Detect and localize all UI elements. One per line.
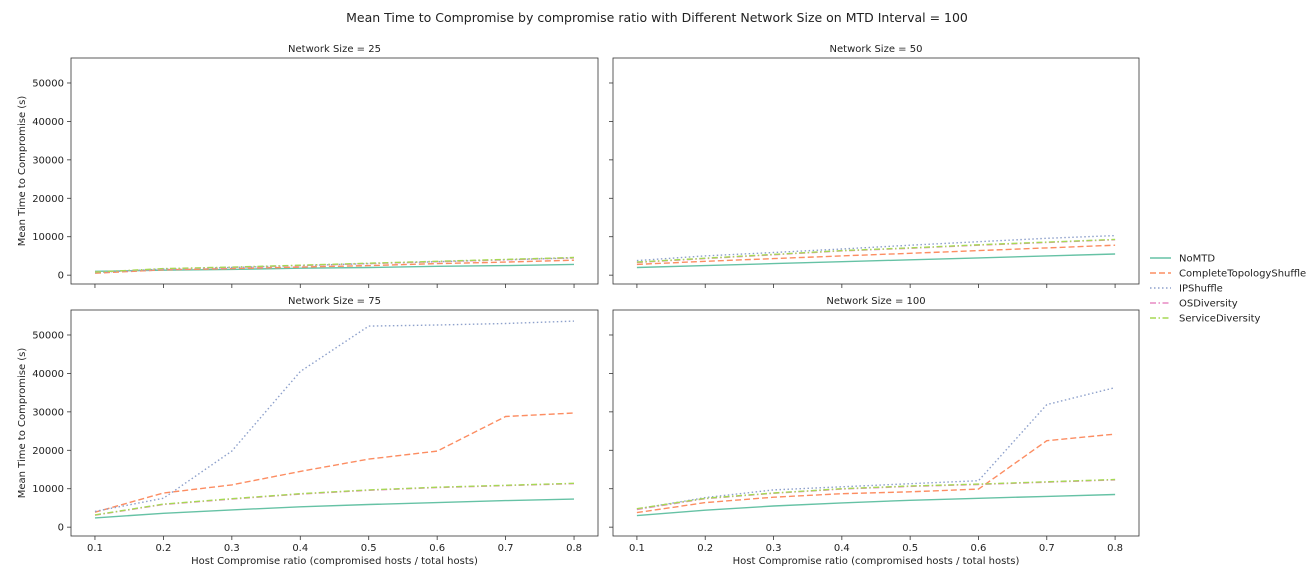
y-tick-label: 50000 bbox=[32, 78, 64, 89]
series-line-NoMTD bbox=[94, 263, 575, 272]
x-tick-label: 0.4 bbox=[292, 543, 308, 554]
legend-label: OSDiversity bbox=[1179, 299, 1238, 310]
series-line-CompleteTopologyShuffle bbox=[636, 244, 1116, 266]
panel-1: Network Size = 25 0 10000 20000 30000 40000 50… bbox=[17, 44, 599, 288]
y-tick-label: 40000 bbox=[32, 117, 64, 128]
x-tick-label: 0.8 bbox=[566, 543, 582, 554]
legend-label: CompleteTopologyShuffle bbox=[1179, 269, 1306, 280]
x-tick-label: 0.2 bbox=[697, 543, 713, 554]
x-tick-label: 0.5 bbox=[902, 543, 918, 554]
chart-panels: Network Size = 25 0 10000 20000 30000 40000 50… bbox=[17, 44, 1140, 567]
series-line-ServiceDiversity bbox=[636, 238, 1116, 263]
x-tick-label: 0.1 bbox=[87, 543, 103, 554]
chart-title: Mean Time to Compromise by compromise ra… bbox=[346, 10, 968, 25]
y-axis-label: Mean Time to Compromise (s) bbox=[17, 348, 28, 499]
y-tick-label: 0 bbox=[58, 523, 64, 534]
series-line-CompleteTopologyShuffle bbox=[636, 433, 1116, 514]
y-tick-label: 20000 bbox=[32, 194, 64, 205]
y-tick-label: 10000 bbox=[32, 484, 64, 495]
y-tick-label: 20000 bbox=[32, 446, 64, 457]
y-tick-label: 30000 bbox=[32, 155, 64, 166]
x-tick-label: 0.6 bbox=[971, 543, 987, 554]
x-tick-label: 0.8 bbox=[1107, 543, 1123, 554]
x-axis-label: Host Compromise ratio (compromised hosts… bbox=[733, 556, 1020, 567]
series-line-NoMTD bbox=[636, 493, 1116, 517]
series-line-OSDiversity bbox=[636, 479, 1116, 511]
panel-4: Network Size = 100 0.1 0.2 0.3 0.4 0.5 0.6 0.7 0… bbox=[609, 296, 1140, 567]
chart-legend: NoMTD CompleteTopologyShuffle IPShuffle OSD… bbox=[1150, 254, 1306, 325]
series-line-NoMTD bbox=[94, 498, 575, 519]
panel-2: Network Size = 50 bbox=[609, 44, 1140, 288]
x-tick-label: 0.4 bbox=[834, 543, 850, 554]
y-tick-label: 50000 bbox=[32, 330, 64, 341]
x-tick-label: 0.1 bbox=[629, 543, 645, 554]
panel-frame bbox=[612, 309, 1140, 537]
series-line-IPShuffle bbox=[636, 386, 1116, 510]
y-axis-label: Mean Time to Compromise (s) bbox=[17, 96, 28, 247]
y-tick-label: 10000 bbox=[32, 232, 64, 243]
x-tick-label: 0.3 bbox=[224, 543, 240, 554]
x-tick-label: 0.2 bbox=[155, 543, 171, 554]
series-line-CompleteTopologyShuffle bbox=[94, 259, 575, 274]
panel-frame bbox=[70, 309, 599, 537]
series-line-IPShuffle bbox=[94, 320, 575, 513]
x-tick-label: 0.3 bbox=[766, 543, 782, 554]
panel-frame bbox=[612, 57, 1140, 285]
series-line-NoMTD bbox=[636, 253, 1116, 269]
legend-label: IPShuffle bbox=[1179, 284, 1223, 295]
legend-label: NoMTD bbox=[1179, 254, 1215, 265]
series-line-OSDiversity bbox=[636, 239, 1116, 264]
y-tick-label: 30000 bbox=[32, 407, 64, 418]
x-tick-label: 0.6 bbox=[429, 543, 445, 554]
panel-title: Network Size = 75 bbox=[288, 296, 381, 307]
panel-3: Network Size = 75 0 10000 20000 30000 40000 50… bbox=[17, 296, 599, 567]
panel-frame bbox=[70, 57, 599, 285]
series-line-ServiceDiversity bbox=[94, 256, 575, 273]
y-tick-label: 40000 bbox=[32, 369, 64, 380]
panel-title: Network Size = 25 bbox=[288, 44, 381, 55]
y-tick-label: 0 bbox=[58, 271, 64, 282]
x-tick-label: 0.5 bbox=[361, 543, 377, 554]
series-line-OSDiversity bbox=[94, 483, 575, 516]
series-line-ServiceDiversity bbox=[636, 478, 1116, 510]
panel-title: Network Size = 50 bbox=[830, 44, 923, 55]
panel-title: Network Size = 100 bbox=[826, 296, 925, 307]
series-line-CompleteTopologyShuffle bbox=[94, 412, 575, 513]
series-line-ServiceDiversity bbox=[94, 482, 575, 516]
x-tick-label: 0.7 bbox=[498, 543, 514, 554]
x-axis-label: Host Compromise ratio (compromised hosts… bbox=[191, 556, 478, 567]
legend-label: ServiceDiversity bbox=[1179, 314, 1261, 325]
x-tick-label: 0.7 bbox=[1039, 543, 1055, 554]
